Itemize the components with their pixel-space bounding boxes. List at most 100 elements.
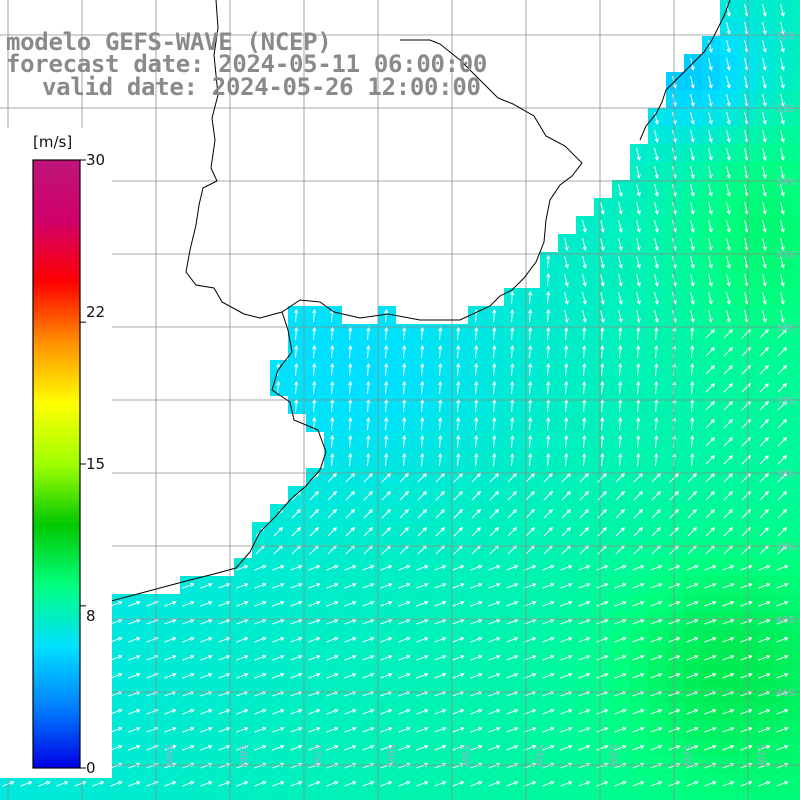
wind-arrow [474,344,479,359]
latitude-label: 39S [776,542,795,553]
speed-cell [738,0,756,18]
wind-arrow [344,564,357,571]
wind-arrow [398,780,411,787]
wind-arrow [456,326,461,341]
speed-cell [180,792,198,800]
speed-cell [612,378,630,396]
wind-arrow [560,564,573,571]
wind-arrow [254,636,267,643]
wind-arrow [686,564,699,571]
speed-cell [270,720,288,738]
speed-cell [180,612,198,630]
speed-cell [684,108,702,126]
wind-arrow [762,58,767,71]
speed-cell [216,792,234,800]
wind-arrow [290,564,303,571]
wind-arrow [726,274,731,287]
speed-cell [468,684,486,702]
wind-arrow [582,344,587,359]
wind-arrow [650,780,663,787]
wind-arrow [636,148,641,161]
speed-cell [558,324,576,342]
speed-cell [720,792,738,800]
wind-arrow [236,744,249,751]
wind-arrow [708,292,713,305]
wind-arrow [110,744,123,751]
wind-arrow [546,362,551,377]
wind-arrow [417,473,427,483]
speed-cell [450,378,468,396]
speed-cell [252,774,270,792]
wind-arrow [254,618,267,625]
speed-cell [576,414,594,432]
speed-cell [612,612,630,630]
speed-cell [612,216,630,234]
speed-cell [558,252,576,270]
speed-cell [684,684,702,702]
speed-cell [522,306,540,324]
speed-cell [522,414,540,432]
wind-arrow [528,452,533,467]
speed-cell [576,558,594,576]
wind-arrow [420,326,425,341]
speed-cell [306,576,324,594]
speed-cell [720,738,738,756]
wind-arrow [290,726,303,733]
speed-cell [576,378,594,396]
wind-arrow [546,380,551,395]
speed-cell [576,774,594,792]
speed-cell [414,684,432,702]
wind-arrow [759,347,769,357]
speed-cell [648,162,666,180]
wind-arrow [345,473,355,483]
speed-cell [684,666,702,684]
speed-cell [432,666,450,684]
wind-arrow [474,380,479,395]
speed-cell [198,774,216,792]
speed-cell [774,90,792,108]
wind-arrow [366,416,371,431]
speed-cell [504,342,522,360]
wind-arrow [564,452,569,467]
speed-cell [18,792,36,800]
wind-arrow [650,618,663,625]
wind-arrow [470,600,483,607]
wind-arrow [708,40,713,53]
wind-arrow [780,130,785,143]
wind-arrow [618,380,623,395]
speed-cell [756,72,774,90]
colorbar [0,128,112,778]
wind-arrow [618,238,623,251]
wind-arrow [330,380,335,395]
wind-arrow [344,726,357,733]
speed-cell [594,702,612,720]
wind-arrow [564,256,569,269]
longitude-label: 58W [237,744,248,767]
wind-arrow [654,148,659,161]
wind-arrow [636,256,641,269]
speed-cell [396,414,414,432]
wind-arrow [380,564,393,571]
speed-cell [630,702,648,720]
wind-arrow [110,636,123,643]
wind-arrow [560,780,573,787]
speed-cell [306,612,324,630]
speed-cell [540,270,558,288]
speed-cell [684,270,702,288]
wind-arrow [564,416,569,431]
speed-cell [450,648,468,666]
speed-cell [756,720,774,738]
wind-arrow [416,654,429,661]
wind-arrow [690,184,695,197]
speed-cell [648,684,666,702]
wind-arrow [618,184,623,197]
speed-cell [0,774,18,792]
wind-arrow [722,780,735,787]
wind-arrow [636,166,641,179]
wind-arrow [110,600,123,607]
speed-cell [540,702,558,720]
speed-cell [558,558,576,576]
wind-arrow [561,527,571,537]
wind-arrow [777,473,787,483]
wind-arrow [236,636,249,643]
